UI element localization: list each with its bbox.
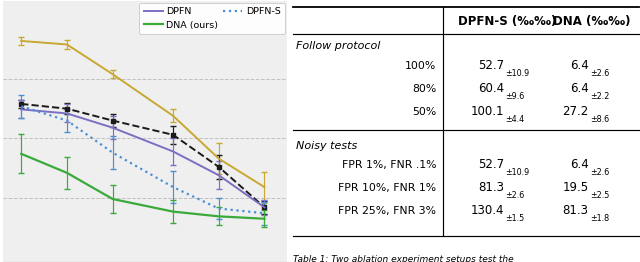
- Text: FPR 25%, FNR 3%: FPR 25%, FNR 3%: [339, 206, 436, 216]
- Text: ±2.2: ±2.2: [590, 92, 610, 101]
- Text: FPR 10%, FNR 1%: FPR 10%, FNR 1%: [339, 183, 436, 193]
- Text: ±2.6: ±2.6: [590, 168, 609, 177]
- Text: 6.4: 6.4: [570, 59, 589, 72]
- Text: ±9.6: ±9.6: [506, 92, 525, 101]
- Text: 81.3: 81.3: [478, 181, 504, 194]
- Text: ±8.6: ±8.6: [590, 115, 609, 124]
- Text: 130.4: 130.4: [470, 204, 504, 217]
- Text: 27.2: 27.2: [563, 105, 589, 118]
- Text: ±4.4: ±4.4: [506, 115, 525, 124]
- Text: 60.4: 60.4: [477, 82, 504, 95]
- Text: 52.7: 52.7: [477, 59, 504, 72]
- Text: DNA (‰‰): DNA (‰‰): [554, 15, 631, 28]
- Text: 100%: 100%: [405, 61, 436, 71]
- Text: 80%: 80%: [412, 84, 436, 94]
- Text: ±10.9: ±10.9: [506, 69, 530, 78]
- Text: 81.3: 81.3: [563, 204, 589, 217]
- Text: 6.4: 6.4: [570, 159, 589, 172]
- Text: 52.7: 52.7: [477, 159, 504, 172]
- Text: Follow protocol: Follow protocol: [296, 41, 381, 51]
- Text: Table 1: Two ablation experiment setups test the: Table 1: Two ablation experiment setups …: [293, 255, 513, 262]
- Text: FPR 1%, FNR .1%: FPR 1%, FNR .1%: [342, 161, 436, 171]
- Text: ±10.9: ±10.9: [506, 168, 530, 177]
- Text: ±2.5: ±2.5: [590, 191, 610, 200]
- Text: Noisy tests: Noisy tests: [296, 141, 358, 151]
- Text: 6.4: 6.4: [570, 82, 589, 95]
- Text: ±2.6: ±2.6: [506, 191, 525, 200]
- Text: ±1.8: ±1.8: [590, 214, 609, 223]
- Legend: DPFN, DNA (ours), DPFN-S: DPFN, DNA (ours), DPFN-S: [140, 3, 285, 34]
- Text: 50%: 50%: [412, 107, 436, 117]
- Text: 19.5: 19.5: [563, 181, 589, 194]
- Text: ±1.5: ±1.5: [506, 214, 525, 223]
- Text: DPFN-S (‰‰): DPFN-S (‰‰): [458, 15, 557, 28]
- Text: ±2.6: ±2.6: [590, 69, 609, 78]
- Text: 100.1: 100.1: [470, 105, 504, 118]
